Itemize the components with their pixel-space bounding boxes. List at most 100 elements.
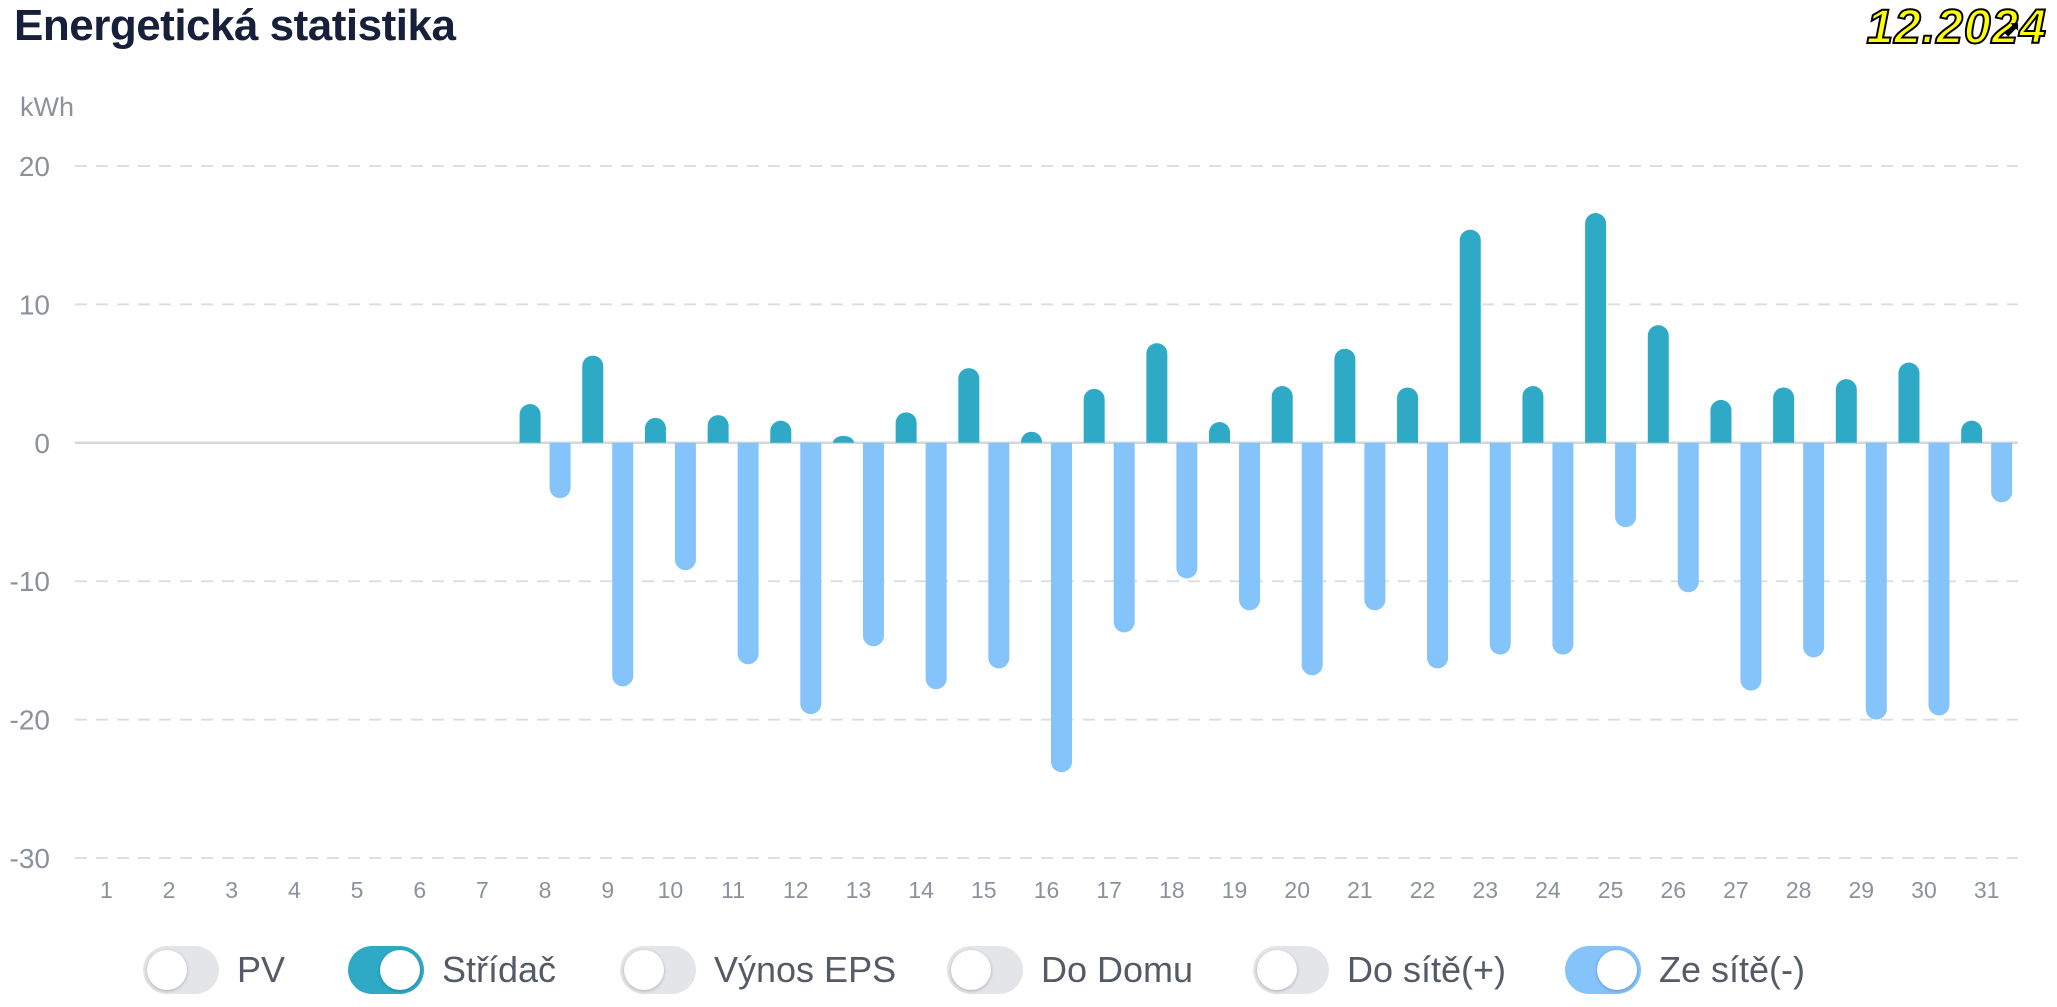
x-tick-label: 7 <box>476 877 489 903</box>
bar-stridac-26[interactable] <box>1647 325 1669 443</box>
bar-ze-site-8[interactable] <box>549 442 571 499</box>
vynos-eps-toggle[interactable] <box>620 946 696 994</box>
y-tick-label: 0 <box>34 428 50 459</box>
bar-stridac-24[interactable] <box>1522 386 1544 443</box>
ze-site-toggle[interactable] <box>1565 946 1641 994</box>
bar-ze-site-29[interactable] <box>1865 442 1887 720</box>
bar-ze-site-30[interactable] <box>1928 442 1950 716</box>
bar-ze-site-27[interactable] <box>1740 442 1762 691</box>
do-site-toggle[interactable] <box>1253 946 1329 994</box>
x-tick-label: 12 <box>783 877 809 903</box>
period-date[interactable]: 12.2024 <box>1865 0 2047 55</box>
legend-item-vynos-eps[interactable]: Výnos EPS <box>620 940 896 1000</box>
x-tick-label: 5 <box>351 877 364 903</box>
x-tick-label: 10 <box>658 877 684 903</box>
bar-ze-site-9[interactable] <box>612 442 634 687</box>
pv-toggle[interactable] <box>143 946 219 994</box>
legend-item-do-site[interactable]: Do sítě(+) <box>1253 940 1506 1000</box>
x-tick-label: 31 <box>1974 877 2000 903</box>
bar-ze-site-22[interactable] <box>1427 442 1449 669</box>
bar-stridac-19[interactable] <box>1209 422 1231 443</box>
bar-stridac-14[interactable] <box>895 412 917 443</box>
bar-ze-site-16[interactable] <box>1051 442 1072 773</box>
x-tick-label: 29 <box>1849 877 1875 903</box>
bar-stridac-15[interactable] <box>958 368 980 443</box>
bar-ze-site-31[interactable] <box>1991 442 2013 503</box>
bar-ze-site-20[interactable] <box>1301 442 1323 676</box>
bar-stridac-23[interactable] <box>1459 229 1481 443</box>
bar-ze-site-10[interactable] <box>674 442 696 571</box>
x-tick-label: 11 <box>721 877 745 903</box>
legend-item-stridac[interactable]: Střídač <box>348 940 556 1000</box>
cursor-arrow-icon: ⬈ <box>2002 16 2021 41</box>
bar-stridac-17[interactable] <box>1083 388 1105 443</box>
bar-ze-site-25[interactable] <box>1615 442 1637 528</box>
bar-stridac-25[interactable] <box>1585 213 1607 443</box>
x-tick-label: 17 <box>1096 877 1122 903</box>
x-tick-label: 24 <box>1535 877 1561 903</box>
bar-stridac-8[interactable] <box>519 404 541 443</box>
bar-stridac-20[interactable] <box>1271 386 1293 443</box>
x-tick-label: 8 <box>539 877 552 903</box>
toggle-knob <box>624 950 664 990</box>
bar-ze-site-13[interactable] <box>862 442 884 647</box>
bar-ze-site-28[interactable] <box>1803 442 1825 658</box>
x-tick-label: 25 <box>1598 877 1624 903</box>
bar-stridac-9[interactable] <box>582 355 604 443</box>
bar-stridac-28[interactable] <box>1773 387 1795 443</box>
bar-ze-site-26[interactable] <box>1677 442 1699 593</box>
toggle-knob <box>380 950 420 990</box>
x-tick-label: 18 <box>1159 877 1185 903</box>
bar-stridac-13[interactable] <box>832 435 854 443</box>
bar-stridac-10[interactable] <box>644 417 666 443</box>
x-tick-label: 9 <box>601 877 614 903</box>
x-tick-label: 27 <box>1723 877 1749 903</box>
bar-stridac-18[interactable] <box>1146 343 1168 443</box>
x-tick-label: 28 <box>1786 877 1812 903</box>
legend-label-stridac: Střídač <box>442 949 557 990</box>
legend-item-pv[interactable]: PV <box>143 940 285 1000</box>
bar-stridac-22[interactable] <box>1397 387 1419 443</box>
bar-stridac-21[interactable] <box>1334 348 1356 443</box>
y-tick-label: -10 <box>10 566 50 597</box>
x-tick-label: 20 <box>1284 877 1310 903</box>
x-tick-label: 3 <box>225 877 238 903</box>
y-tick-label: -20 <box>10 705 50 736</box>
bar-ze-site-24[interactable] <box>1552 442 1574 655</box>
legend-item-ze-site[interactable]: Ze sítě(-) <box>1565 940 1805 1000</box>
bar-ze-site-18[interactable] <box>1176 442 1198 579</box>
bar-ze-site-12[interactable] <box>800 442 822 715</box>
bar-ze-site-14[interactable] <box>925 442 947 690</box>
bar-stridac-31[interactable] <box>1961 420 1983 443</box>
x-tick-label: 21 <box>1347 877 1373 903</box>
bar-ze-site-21[interactable] <box>1364 442 1386 611</box>
x-tick-label: 19 <box>1222 877 1248 903</box>
bar-stridac-16[interactable] <box>1021 431 1042 443</box>
bar-ze-site-23[interactable] <box>1489 442 1511 655</box>
y-axis-unit-label: kWh <box>20 92 74 122</box>
bar-ze-site-15[interactable] <box>988 442 1010 669</box>
bar-stridac-11[interactable] <box>707 415 729 443</box>
bar-stridac-12[interactable] <box>770 420 792 443</box>
bar-stridac-30[interactable] <box>1898 362 1920 443</box>
y-tick-label: -30 <box>10 843 50 874</box>
x-tick-label: 15 <box>971 877 997 903</box>
do-domu-toggle[interactable] <box>947 946 1023 994</box>
legend: PV Střídač Výnos EPS Do Domu Do sítě(+) … <box>0 940 2057 1000</box>
bar-stridac-27[interactable] <box>1710 399 1732 443</box>
bar-ze-site-19[interactable] <box>1239 442 1261 611</box>
bar-ze-site-11[interactable] <box>737 442 759 665</box>
legend-item-do-domu[interactable]: Do Domu <box>947 940 1193 1000</box>
x-tick-label: 1 <box>100 877 113 903</box>
x-tick-label: 22 <box>1410 877 1436 903</box>
page-title: Energetická statistika <box>14 1 456 50</box>
bar-ze-site-17[interactable] <box>1113 442 1135 633</box>
x-tick-label: 30 <box>1911 877 1937 903</box>
legend-label-ze-site: Ze sítě(-) <box>1659 949 1806 990</box>
legend-label-vynos-eps: Výnos EPS <box>714 949 897 990</box>
stridac-toggle[interactable] <box>348 946 424 994</box>
x-tick-label: 26 <box>1660 877 1686 903</box>
bar-stridac-29[interactable] <box>1835 379 1857 443</box>
toggle-knob <box>1257 950 1297 990</box>
x-tick-label: 23 <box>1472 877 1498 903</box>
